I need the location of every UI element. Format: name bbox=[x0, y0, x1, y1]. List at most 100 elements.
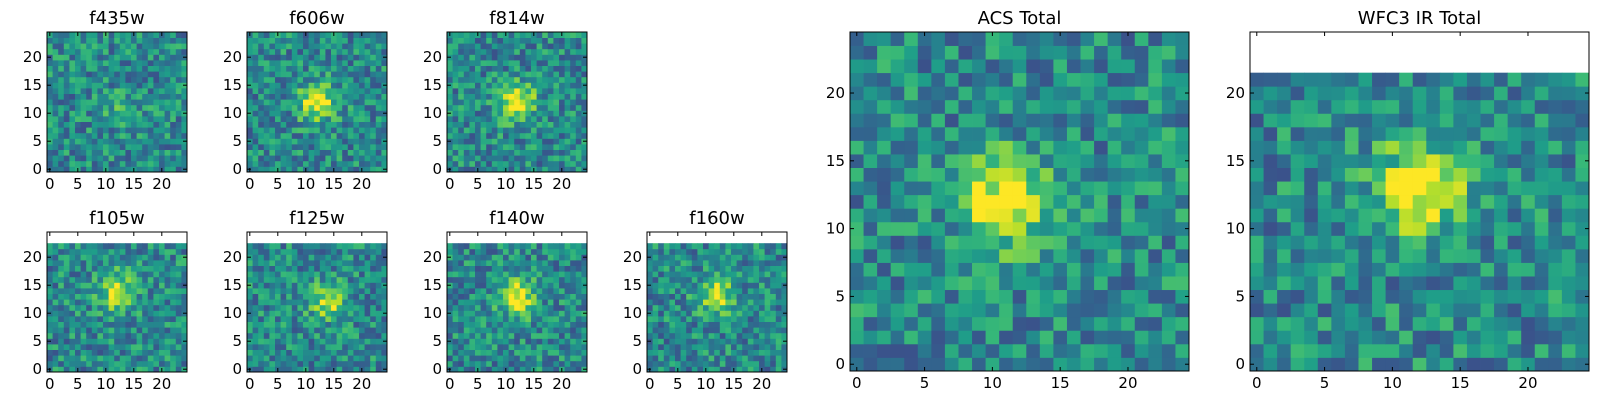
heatmap-cell bbox=[525, 138, 532, 145]
heatmap-cell bbox=[336, 316, 343, 322]
heatmap-cell bbox=[458, 155, 465, 162]
heatmap-cell bbox=[570, 321, 577, 328]
heatmap-cell bbox=[850, 316, 864, 331]
y-tick-label: 15 bbox=[23, 76, 42, 94]
heatmap-cell bbox=[503, 116, 509, 122]
heatmap-cell bbox=[336, 127, 343, 134]
heatmap-cell bbox=[931, 194, 946, 209]
heatmap-cell bbox=[342, 43, 349, 50]
heatmap-cell bbox=[269, 132, 276, 139]
heatmap-cell bbox=[647, 293, 653, 300]
heatmap-cell bbox=[69, 166, 76, 173]
heatmap-cell bbox=[503, 37, 509, 44]
heatmap-cell bbox=[103, 349, 109, 356]
heatmap-cell bbox=[581, 99, 588, 106]
heatmap-cell bbox=[336, 32, 343, 38]
heatmap-cell bbox=[480, 155, 487, 162]
heatmap-cell bbox=[247, 344, 253, 350]
heatmap-cell bbox=[559, 349, 565, 356]
heatmap-cell bbox=[525, 355, 532, 362]
heatmap-cell bbox=[564, 37, 571, 44]
heatmap-cell bbox=[375, 265, 382, 272]
heatmap-cell bbox=[291, 254, 298, 261]
heatmap-cell bbox=[559, 54, 565, 61]
heatmap-cell bbox=[1121, 113, 1136, 128]
heatmap-cell bbox=[999, 235, 1014, 250]
heatmap-cell bbox=[480, 304, 487, 311]
y-tick-label: 5 bbox=[432, 332, 442, 350]
heatmap-cell bbox=[153, 288, 160, 294]
heatmap-cell bbox=[491, 32, 498, 38]
heatmap-cell bbox=[336, 65, 343, 72]
heatmap-cell bbox=[1121, 194, 1136, 209]
heatmap-cell bbox=[170, 304, 177, 311]
heatmap-cell bbox=[125, 360, 132, 367]
heatmap-cell bbox=[97, 149, 104, 156]
heatmap-cell bbox=[308, 338, 315, 345]
heatmap-cell bbox=[570, 260, 577, 266]
heatmap-cell bbox=[269, 366, 276, 373]
heatmap-cell bbox=[308, 71, 315, 78]
heatmap-cell bbox=[691, 316, 698, 322]
heatmap-cell bbox=[719, 327, 726, 334]
heatmap-cell bbox=[458, 138, 465, 145]
heatmap-cell bbox=[97, 48, 104, 55]
heatmap-cell bbox=[247, 71, 253, 78]
heatmap-cell bbox=[564, 116, 571, 122]
heatmap-cell bbox=[136, 299, 143, 306]
heatmap-cell bbox=[581, 265, 588, 272]
heatmap-cell bbox=[142, 149, 149, 156]
heatmap-cell bbox=[91, 166, 98, 173]
heatmap-cell bbox=[269, 121, 276, 128]
heatmap-cell bbox=[731, 321, 737, 328]
heatmap-cell bbox=[297, 110, 304, 117]
heatmap-cell bbox=[280, 88, 287, 94]
heatmap-cell bbox=[1161, 262, 1176, 277]
heatmap-cell bbox=[1039, 59, 1054, 74]
heatmap-cell bbox=[547, 110, 554, 117]
heatmap-cell bbox=[1066, 72, 1081, 87]
heatmap-cell bbox=[753, 254, 760, 261]
heatmap-cell bbox=[314, 360, 321, 367]
heatmap-cell bbox=[999, 357, 1014, 372]
heatmap-cell bbox=[703, 243, 709, 250]
heatmap-cell bbox=[69, 71, 76, 78]
heatmap-cell bbox=[1161, 357, 1176, 372]
heatmap-cell bbox=[114, 338, 121, 345]
heatmap-cell bbox=[119, 60, 126, 66]
x-tick-label: 5 bbox=[473, 175, 483, 193]
heatmap-cell bbox=[736, 349, 743, 356]
heatmap-cell bbox=[63, 293, 70, 300]
heatmap-cell bbox=[559, 43, 565, 50]
heatmap-cell bbox=[286, 65, 293, 72]
heatmap-cell bbox=[652, 349, 659, 356]
heatmap-cell bbox=[497, 32, 504, 38]
heatmap-cell bbox=[319, 54, 326, 61]
heatmap-cell bbox=[1053, 181, 1068, 196]
heatmap-cell bbox=[542, 332, 549, 339]
heatmap-cell bbox=[275, 116, 281, 122]
heatmap-cell bbox=[359, 116, 365, 122]
heatmap-cell bbox=[52, 254, 59, 261]
heatmap-cell bbox=[108, 37, 115, 44]
heatmap-cell bbox=[686, 293, 693, 300]
heatmap-cell bbox=[525, 282, 532, 289]
heatmap-cell bbox=[985, 72, 1000, 87]
heatmap-cell bbox=[319, 93, 326, 100]
heatmap-cell bbox=[1080, 235, 1095, 250]
heatmap-cell bbox=[136, 293, 143, 300]
heatmap-cell bbox=[364, 160, 371, 167]
heatmap-cell bbox=[136, 48, 143, 55]
heatmap-cell bbox=[263, 276, 270, 283]
heatmap-cell bbox=[542, 132, 549, 139]
heatmap-cell bbox=[503, 316, 509, 322]
heatmap-cell bbox=[297, 304, 304, 311]
heatmap-cell bbox=[153, 138, 160, 145]
heatmap-cell bbox=[1080, 194, 1095, 209]
heatmap-cell bbox=[514, 104, 521, 111]
heatmap-cell bbox=[747, 276, 754, 283]
heatmap-cell bbox=[342, 299, 349, 306]
y-tick-label: 15 bbox=[223, 276, 242, 294]
heatmap-cell bbox=[508, 316, 515, 322]
heatmap-cell bbox=[131, 288, 137, 294]
